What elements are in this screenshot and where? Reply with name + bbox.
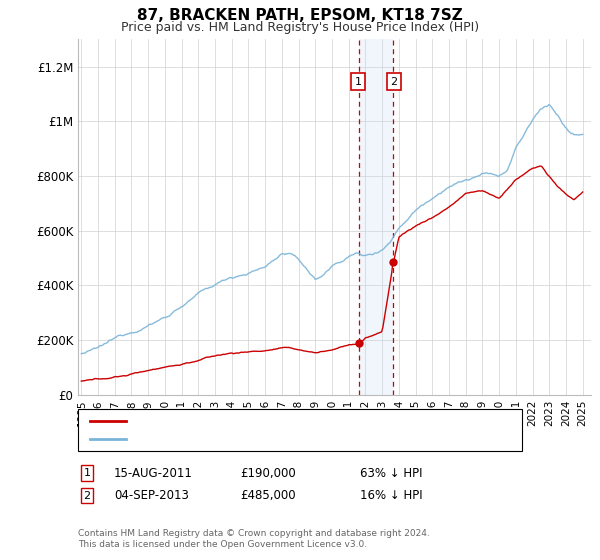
Bar [359, 39, 394, 395]
Text: £190,000: £190,000 [240, 466, 296, 480]
Text: Contains HM Land Registry data © Crown copyright and database right 2024.
This d: Contains HM Land Registry data © Crown c… [78, 529, 430, 549]
Text: 15-AUG-2011: 15-AUG-2011 [114, 466, 193, 480]
Text: Price paid vs. HM Land Registry's House Price Index (HPI): Price paid vs. HM Land Registry's House … [121, 21, 479, 34]
Text: 16% ↓ HPI: 16% ↓ HPI [360, 489, 422, 502]
Text: 04-SEP-2013: 04-SEP-2013 [114, 489, 189, 502]
Text: 1: 1 [355, 77, 362, 87]
Text: £485,000: £485,000 [240, 489, 296, 502]
Text: 2: 2 [83, 491, 91, 501]
Text: 87, BRACKEN PATH, EPSOM, KT18 7SZ: 87, BRACKEN PATH, EPSOM, KT18 7SZ [137, 8, 463, 24]
Text: HPI: Average price, detached house, Epsom and Ewell: HPI: Average price, detached house, Epso… [135, 434, 436, 444]
Text: 87, BRACKEN PATH, EPSOM, KT18 7SZ (detached house): 87, BRACKEN PATH, EPSOM, KT18 7SZ (detac… [135, 416, 448, 426]
Text: 2: 2 [391, 77, 398, 87]
Text: 63% ↓ HPI: 63% ↓ HPI [360, 466, 422, 480]
Text: 1: 1 [83, 468, 91, 478]
